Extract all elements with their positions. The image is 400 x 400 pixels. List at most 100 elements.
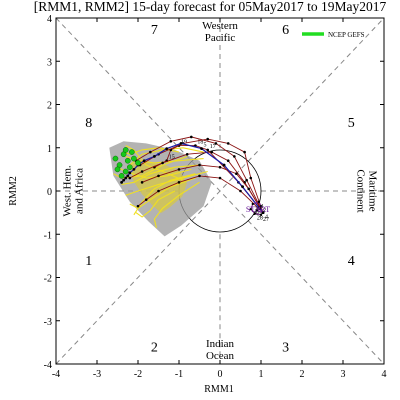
- phase-label: 8: [85, 116, 92, 131]
- forecast-member-point: [206, 137, 209, 141]
- observed-path-point: [251, 202, 254, 206]
- forecast-member-point: [185, 152, 189, 156]
- y-tick-label: -2: [44, 274, 52, 285]
- y-tick-label: 2: [47, 101, 52, 112]
- forecast-member-point: [194, 144, 197, 147]
- ensemble-endpoint: [122, 168, 129, 175]
- day-label: 27: [263, 217, 269, 223]
- x-tick-label: 1: [259, 369, 264, 380]
- phase-label: 7: [151, 23, 158, 38]
- ensemble-mean-point: [165, 147, 169, 151]
- forecast-member-point: [144, 198, 148, 201]
- forecast-member-line: [137, 175, 264, 213]
- region-label: Western: [202, 20, 238, 32]
- forecast-member-point: [157, 189, 160, 193]
- phase-label: 2: [151, 341, 158, 356]
- ensemble-endpoint: [118, 173, 125, 179]
- forecast-member-point: [226, 142, 230, 145]
- forecast-member-point: [198, 174, 201, 178]
- forecast-member-point: [218, 176, 222, 180]
- region-label: West. Hem.: [61, 165, 73, 217]
- observed-path-point: [259, 213, 263, 216]
- forecast-member-point: [169, 139, 173, 143]
- gefs-member-line: [125, 145, 184, 181]
- forecast-member-point: [136, 204, 140, 208]
- phase-label: 1: [85, 254, 92, 269]
- forecast-member-point: [198, 163, 201, 167]
- day-label: 4: [265, 215, 268, 221]
- forecast-member-point: [247, 187, 250, 191]
- gefs-member-line: [129, 177, 196, 209]
- start-label: START: [246, 205, 270, 214]
- chart-title: [RMM1, RMM2] 15-day forecast for 05May20…: [34, 0, 387, 14]
- x-axis-label: RMM1: [204, 384, 233, 395]
- gefs-member-line: [125, 170, 208, 196]
- region-label: and Africa: [73, 168, 85, 214]
- x-tick-label: -2: [134, 369, 142, 380]
- ensemble-endpoint: [114, 166, 121, 173]
- forecast-member-point: [177, 181, 181, 184]
- ensemble-mean-point: [122, 178, 126, 182]
- forecast-member-point: [214, 142, 218, 145]
- gefs-member-line: [121, 164, 200, 186]
- ensemble-mean-point: [142, 159, 146, 163]
- gefs-member-line: [135, 190, 176, 218]
- forecast-member-point: [233, 155, 236, 158]
- forecast-member-point: [157, 174, 160, 178]
- gefs-member-line: [153, 181, 200, 228]
- x-tick-label: -4: [52, 369, 60, 380]
- region-label: Continent: [355, 169, 367, 212]
- day-label: 5: [204, 143, 207, 149]
- observed-path-point: [249, 207, 252, 211]
- gefs-member-line: [129, 147, 204, 166]
- phase-label: 4: [348, 254, 355, 269]
- phase-label: 3: [282, 341, 289, 356]
- x-tick-label: -3: [93, 369, 101, 380]
- ensemble-endpoint: [131, 155, 137, 162]
- forecast-member-point: [206, 148, 209, 152]
- forecast-member-line: [139, 138, 264, 213]
- observed-path-point: [253, 212, 257, 215]
- observed-path-point: [255, 209, 259, 212]
- forecast-member-point: [239, 189, 242, 193]
- ensemble-mean-point: [241, 185, 244, 189]
- forecast-member-point: [128, 176, 132, 180]
- forecast-member-point: [245, 178, 248, 182]
- legend-label: NCEP GEFS: [328, 31, 365, 39]
- x-tick-label: 3: [341, 369, 346, 380]
- day-label: 18: [197, 140, 203, 146]
- ensemble-endpoint: [129, 149, 135, 155]
- y-tick-label: -1: [44, 230, 52, 241]
- day-label: 1: [261, 204, 264, 210]
- ensemble-mean-point: [120, 180, 123, 184]
- ensemble-mean-point: [200, 147, 203, 151]
- forecast-member-point: [140, 181, 144, 184]
- gefs-member-line: [117, 166, 192, 179]
- ensemble-mean-point: [126, 174, 130, 178]
- forecast-member-point: [210, 150, 214, 154]
- phase-label: 5: [348, 116, 355, 131]
- x-tick-label: -1: [175, 369, 183, 380]
- y-tick-label: 0: [47, 187, 52, 198]
- ensemble-endpoint: [135, 160, 141, 166]
- x-tick-label: 0: [218, 369, 223, 380]
- forecast-member-point: [177, 168, 181, 171]
- forecast-member-line: [129, 151, 264, 213]
- ensemble-mean-point: [132, 167, 136, 171]
- ensemble-mean-point: [124, 176, 128, 180]
- observed-path-point: [259, 204, 263, 208]
- observed-path-point: [261, 211, 265, 214]
- ensemble-endpoint: [112, 155, 119, 162]
- x-tick-label: 4: [382, 369, 387, 380]
- forecast-member-point: [161, 161, 164, 165]
- y-tick-label: 3: [47, 57, 52, 68]
- day-label: 28: [257, 215, 263, 221]
- ensemble-mean-point: [179, 142, 183, 145]
- region-label: Ocean: [206, 350, 235, 362]
- ensemble-mean-point: [222, 163, 226, 167]
- y-tick-label: 1: [47, 144, 52, 155]
- y-tick-label: -3: [44, 317, 52, 328]
